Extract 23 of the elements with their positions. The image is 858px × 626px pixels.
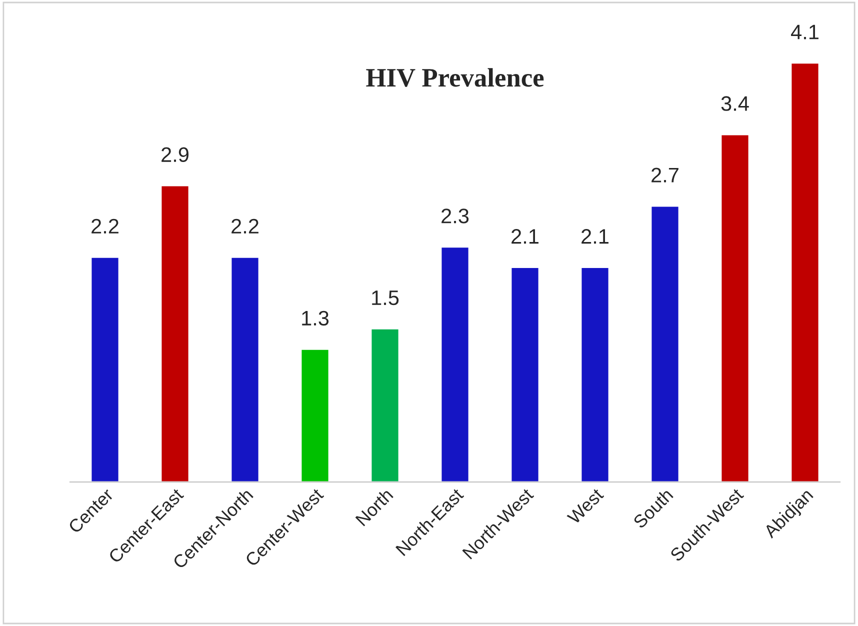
data-label: 1.3: [302, 310, 329, 326]
data-label: 1.5: [372, 290, 399, 306]
data-label: 4.1: [791, 24, 818, 40]
data-label: 3.4: [721, 96, 749, 111]
bar: [370, 328, 400, 482]
data-label: 2.2: [232, 218, 258, 234]
bar: [300, 348, 330, 482]
data-label: 2.7: [652, 168, 678, 182]
bar: [230, 256, 260, 482]
bar: [440, 246, 470, 482]
chart-title: HIV Prevalence: [366, 68, 544, 87]
data-label: 2.2: [92, 218, 118, 234]
bar: [790, 62, 820, 482]
bar: [580, 266, 610, 482]
bar: [160, 184, 190, 482]
bar: [510, 266, 540, 482]
bar: [650, 205, 680, 482]
bar: [720, 134, 750, 482]
data-label: 2.3: [442, 208, 469, 224]
bar: [90, 256, 120, 482]
data-label: 2.9: [162, 147, 188, 162]
data-label: 2.1: [582, 229, 608, 244]
data-label: 2.1: [512, 229, 538, 244]
